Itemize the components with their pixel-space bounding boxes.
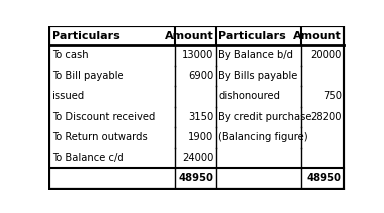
Text: 6900: 6900	[188, 71, 214, 81]
Text: Particulars: Particulars	[218, 31, 286, 41]
Text: Amount: Amount	[293, 31, 342, 41]
Text: To Balance c/d: To Balance c/d	[52, 153, 124, 163]
Text: issued: issued	[52, 91, 84, 101]
Text: 1900: 1900	[188, 132, 214, 142]
Text: 28200: 28200	[310, 112, 342, 122]
Text: Particulars: Particulars	[52, 31, 120, 41]
Text: To cash: To cash	[52, 50, 88, 60]
Text: 24000: 24000	[182, 153, 214, 163]
Text: By Bills payable: By Bills payable	[218, 71, 298, 81]
Text: By Balance b/d: By Balance b/d	[218, 50, 293, 60]
Text: To Discount received: To Discount received	[52, 112, 155, 122]
Text: 48950: 48950	[307, 173, 342, 183]
Text: 48950: 48950	[179, 173, 214, 183]
Text: Amount: Amount	[165, 31, 214, 41]
Text: 750: 750	[323, 91, 342, 101]
Text: To Bill payable: To Bill payable	[52, 71, 124, 81]
Text: 20000: 20000	[310, 50, 342, 60]
Text: To Return outwards: To Return outwards	[52, 132, 147, 142]
Text: 3150: 3150	[188, 112, 214, 122]
Text: 13000: 13000	[182, 50, 214, 60]
Text: (Balancing figure): (Balancing figure)	[218, 132, 308, 142]
Text: By credit purchase: By credit purchase	[218, 112, 312, 122]
Text: dishonoured: dishonoured	[218, 91, 280, 101]
